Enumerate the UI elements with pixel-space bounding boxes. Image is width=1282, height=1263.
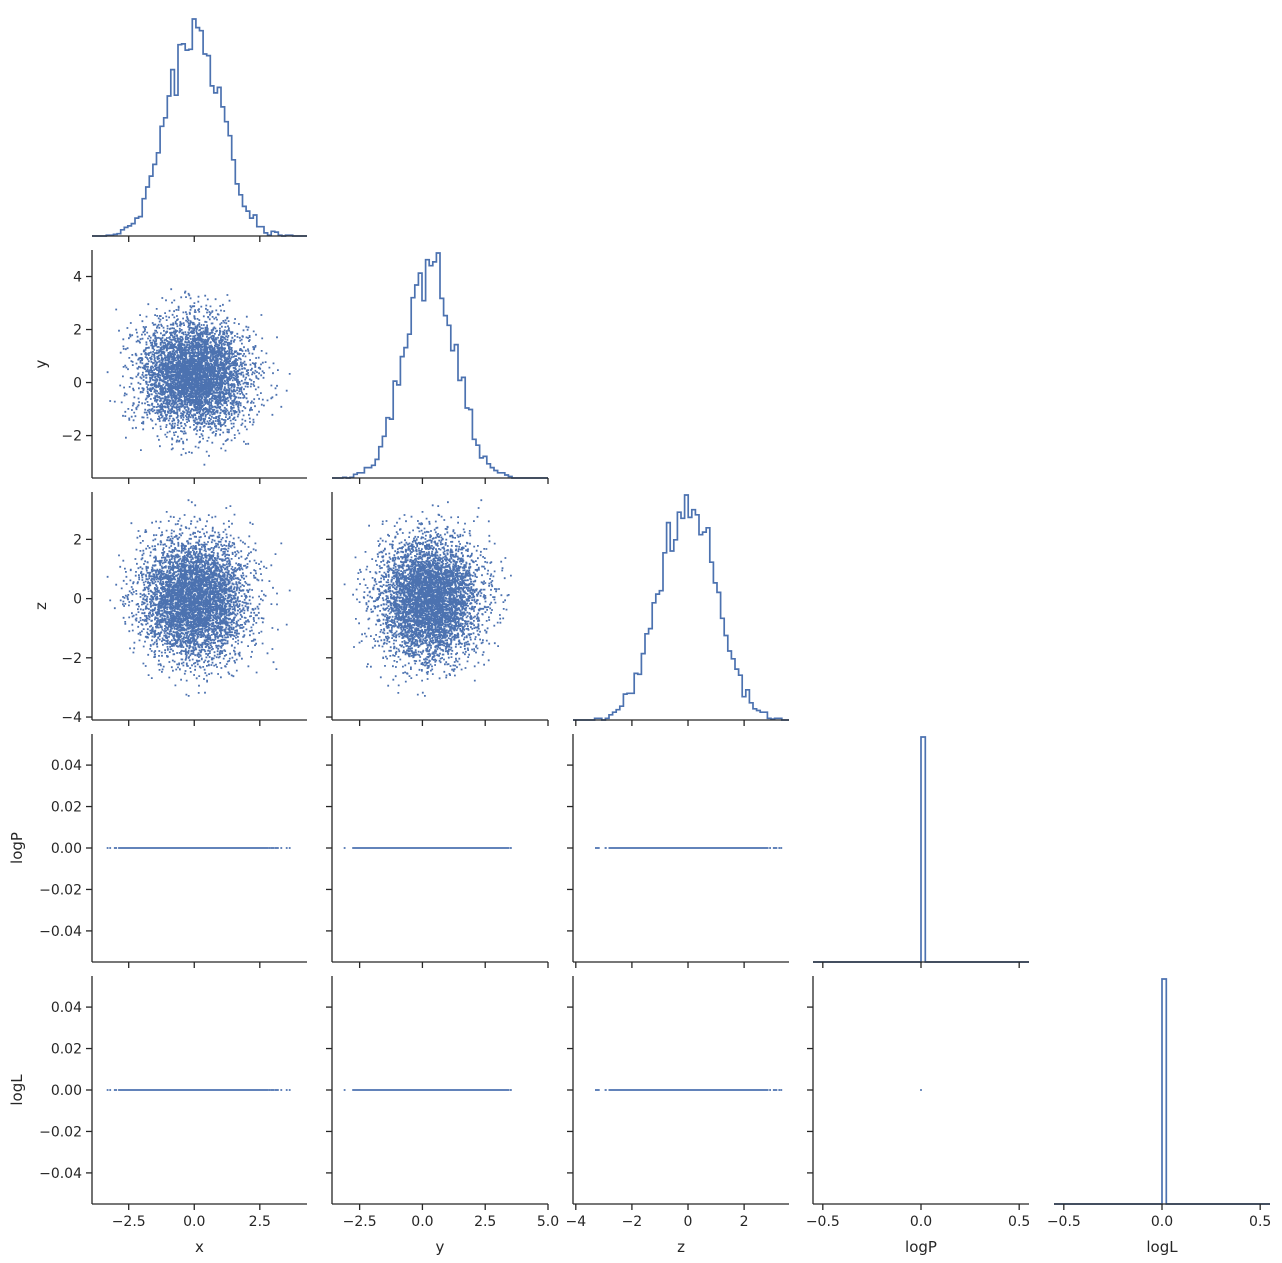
y-tick-label-logL: 0.02	[51, 1042, 82, 1058]
panel-x-vs-x	[92, 18, 307, 242]
x-tick-label-logL: 0.5	[1249, 1214, 1271, 1230]
panel-y-vs-x: −2 0 2 4	[61, 250, 307, 484]
y-tick-label-logP: 0.00	[51, 841, 82, 857]
scatter-point-set	[343, 1089, 512, 1091]
panel-z-vs-x: −4 −2 0 2	[61, 492, 307, 726]
histogram-logL	[1054, 978, 1270, 1205]
panel-logP-vs-logP	[813, 736, 1029, 968]
x-axis-label-z: z	[677, 1238, 685, 1256]
y-tick-label-y: 0	[73, 376, 82, 392]
y-axis-label-y: y	[32, 359, 50, 368]
scatter-points-logP-vs-z	[595, 847, 783, 849]
scatter-point-set	[343, 847, 512, 849]
scatter-points-logL-vs-logP	[920, 1089, 922, 1091]
y-tick-label-logL: −0.04	[39, 1166, 82, 1182]
x-tick-label-z: −2	[622, 1214, 643, 1230]
panel-logL-vs-x: −2.5 0.0 2.5 −0.04 −0.02 0.00 0.02 0.04	[39, 976, 307, 1230]
x-axis-label-logL: logL	[1146, 1238, 1178, 1256]
y-tick-label-logL: 0.00	[51, 1083, 82, 1099]
y-tick-label-logP: −0.04	[39, 924, 82, 940]
x-tick-label-logL: −0.5	[1047, 1214, 1081, 1230]
histogram-x	[92, 18, 307, 237]
x-tick-label-logL: 0.0	[1151, 1214, 1173, 1230]
y-axis-label-z: z	[32, 602, 50, 610]
scatter-point-set	[595, 1089, 783, 1091]
x-tick-label-x: 2.5	[249, 1214, 271, 1230]
y-axis-label-logP: logP	[8, 832, 26, 864]
scatter-points-logL-vs-x	[106, 1089, 291, 1091]
y-tick-label-y: 4	[73, 270, 82, 286]
x-axis-label-y: y	[436, 1238, 445, 1256]
scatter-points-logP-vs-x	[106, 847, 291, 849]
scatter-point-set	[595, 847, 783, 849]
panel-logL-vs-logL: −0.5 0.0 0.5	[1047, 978, 1271, 1230]
x-tick-label-z: 0	[684, 1214, 693, 1230]
y-axis-label-logL: logL	[8, 1074, 26, 1106]
x-tick-label-logP: 0.5	[1008, 1214, 1030, 1230]
y-tick-label-z: 2	[73, 532, 82, 548]
scatter-point-set	[106, 499, 291, 697]
x-tick-label-y: 0.0	[411, 1214, 433, 1230]
x-tick-label-y: −2.5	[343, 1214, 377, 1230]
y-tick-label-logL: −0.02	[39, 1124, 82, 1140]
y-tick-label-logP: 0.04	[51, 758, 82, 774]
scatter-point-set	[106, 288, 291, 466]
y-tick-label-logP: −0.02	[39, 882, 82, 898]
y-tick-label-z: −4	[61, 710, 82, 726]
x-tick-label-z: −4	[565, 1214, 586, 1230]
x-tick-label-x: 0.0	[183, 1214, 205, 1230]
histogram-logP	[813, 736, 1029, 963]
scatter-point-set	[106, 847, 291, 849]
y-tick-label-y: −2	[61, 429, 82, 445]
scatter-point-set	[920, 1089, 922, 1091]
y-tick-label-z: 0	[73, 592, 82, 608]
x-tick-label-x: −2.5	[112, 1214, 146, 1230]
scatter-points-z-vs-x	[106, 499, 291, 697]
scatter-point-set	[106, 1089, 291, 1091]
x-tick-label-y: 2.5	[474, 1214, 496, 1230]
x-tick-label-y: 5.0	[537, 1214, 559, 1230]
scatter-points-logL-vs-z	[595, 1089, 783, 1091]
panel-logL-vs-z: −4 −2 0 2	[565, 976, 789, 1230]
scatter-point-set	[343, 499, 512, 697]
histogram-y	[332, 252, 548, 479]
y-tick-label-logL: 0.04	[51, 1000, 82, 1016]
panel-logL-vs-y: −2.5 0.0 2.5 5.0	[326, 976, 559, 1230]
x-axis-label-logP: logP	[905, 1238, 937, 1256]
x-tick-label-logP: −0.5	[806, 1214, 840, 1230]
y-tick-label-z: −2	[61, 651, 82, 667]
scatter-points-y-vs-x	[106, 288, 291, 466]
panel-z-vs-z	[573, 494, 789, 726]
panel-logL-vs-logP: −0.5 0.0 0.5	[806, 976, 1030, 1230]
x-axis-label-x: x	[195, 1238, 204, 1256]
panel-z-vs-y	[326, 492, 549, 726]
panel-y-vs-y	[332, 252, 549, 484]
panel-logP-vs-z	[567, 734, 789, 968]
scatter-points-logP-vs-y	[343, 847, 512, 849]
y-tick-label-logP: 0.02	[51, 800, 82, 816]
x-tick-label-z: 2	[740, 1214, 749, 1230]
y-tick-label-y: 2	[73, 323, 82, 339]
panel-logP-vs-x: −0.04 −0.02 0.00 0.02 0.04	[39, 734, 307, 968]
histogram-z	[573, 494, 789, 721]
panel-logP-vs-y	[326, 734, 549, 968]
x-tick-label-logP: 0.0	[910, 1214, 932, 1230]
scatter-points-logL-vs-y	[343, 1089, 512, 1091]
scatter-points-z-vs-y	[343, 499, 512, 697]
